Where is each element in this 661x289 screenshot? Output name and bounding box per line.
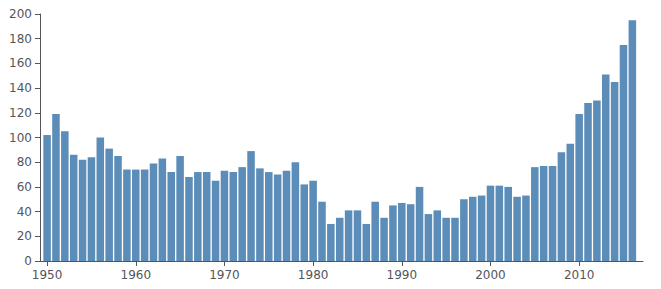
svg-text:1960: 1960 xyxy=(120,268,151,282)
svg-text:1950: 1950 xyxy=(32,268,63,282)
svg-text:200: 200 xyxy=(9,7,32,21)
svg-text:1970: 1970 xyxy=(209,268,240,282)
svg-text:120: 120 xyxy=(9,106,32,120)
svg-text:60: 60 xyxy=(17,180,32,194)
svg-text:40: 40 xyxy=(17,205,32,219)
svg-text:1980: 1980 xyxy=(298,268,329,282)
svg-text:100: 100 xyxy=(9,131,32,145)
svg-text:20: 20 xyxy=(17,229,32,243)
svg-text:0: 0 xyxy=(24,254,32,268)
svg-text:2000: 2000 xyxy=(475,268,506,282)
svg-text:160: 160 xyxy=(9,56,32,70)
svg-text:1990: 1990 xyxy=(387,268,418,282)
svg-text:180: 180 xyxy=(9,32,32,46)
svg-text:80: 80 xyxy=(17,155,32,169)
svg-text:2010: 2010 xyxy=(564,268,595,282)
svg-text:140: 140 xyxy=(9,81,32,95)
